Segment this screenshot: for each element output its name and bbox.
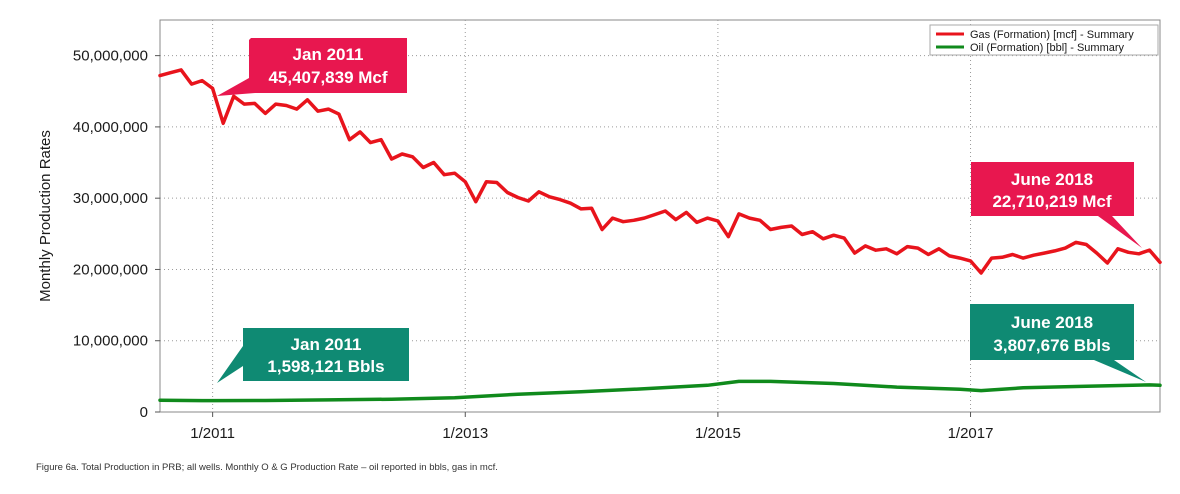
y-tick-label: 10,000,000 (73, 333, 148, 350)
series-line-gas (158, 68, 1162, 275)
callout-gas-june-2018-line1: June 2018 (1011, 170, 1093, 189)
figure-caption: Figure 6a. Total Production in PRB; all … (36, 462, 498, 473)
y-tick-label: 50,000,000 (73, 48, 148, 65)
callout-gas-jan-2011-line2: 45,407,839 Mcf (268, 68, 387, 87)
callout-gas-jan-2011-shape (217, 38, 407, 96)
callout-oil-june-2018-line2: 3,807,676 Bbls (993, 336, 1110, 355)
production-chart: 0 10,000,000 20,000,000 30,000,000 40,000,00… (37, 19, 1162, 442)
callout-oil-jan-2011-shape (217, 328, 409, 383)
legend-label-gas: Gas (Formation) [mcf] - Summary (970, 29, 1134, 41)
x-tick-label: 1/2013 (442, 425, 488, 442)
y-tick-label: 30,000,000 (73, 190, 148, 207)
y-tick-label: 40,000,000 (73, 119, 148, 136)
callout-oil-june-2018-shape (970, 304, 1146, 382)
legend: Gas (Formation) [mcf] - Summary Oil (For… (929, 24, 1159, 56)
callout-gas-jan-2011: Jan 2011 45,407,839 Mcf (217, 38, 407, 96)
x-tick-label: 1/2011 (190, 425, 235, 442)
series-layer (158, 68, 1162, 403)
y-axis-title: Monthly Production Rates (37, 130, 54, 302)
callout-gas-june-2018: June 2018 22,710,219 Mcf (971, 162, 1142, 248)
callout-gas-jan-2011-line1: Jan 2011 (293, 45, 364, 64)
y-tick-label: 20,000,000 (73, 261, 148, 278)
callout-oil-june-2018: June 2018 3,807,676 Bbls (970, 304, 1146, 382)
callout-oil-jan-2011-line2: 1,598,121 Bbls (267, 357, 384, 376)
y-axis: 0 10,000,000 20,000,000 30,000,000 40,000,00… (73, 48, 160, 421)
x-tick-label: 1/2015 (695, 425, 741, 442)
grid-lines (160, 20, 1160, 412)
callout-oil-june-2018-line1: June 2018 (1011, 313, 1093, 332)
callout-oil-jan-2011-line1: Jan 2011 (291, 335, 362, 354)
legend-box (929, 24, 1159, 56)
callout-oil-jan-2011: Jan 2011 1,598,121 Bbls (217, 328, 409, 383)
x-axis: 1/2011 1/2013 1/2015 1/2017 (190, 412, 993, 442)
callout-gas-june-2018-line2: 22,710,219 Mcf (992, 192, 1111, 211)
legend-label-oil: Oil (Formation) [bbl] - Summary (970, 42, 1125, 54)
y-tick-label: 0 (140, 404, 148, 421)
x-tick-label: 1/2017 (948, 425, 994, 442)
series-line-oil (158, 379, 1162, 403)
callout-gas-june-2018-shape (971, 162, 1142, 248)
